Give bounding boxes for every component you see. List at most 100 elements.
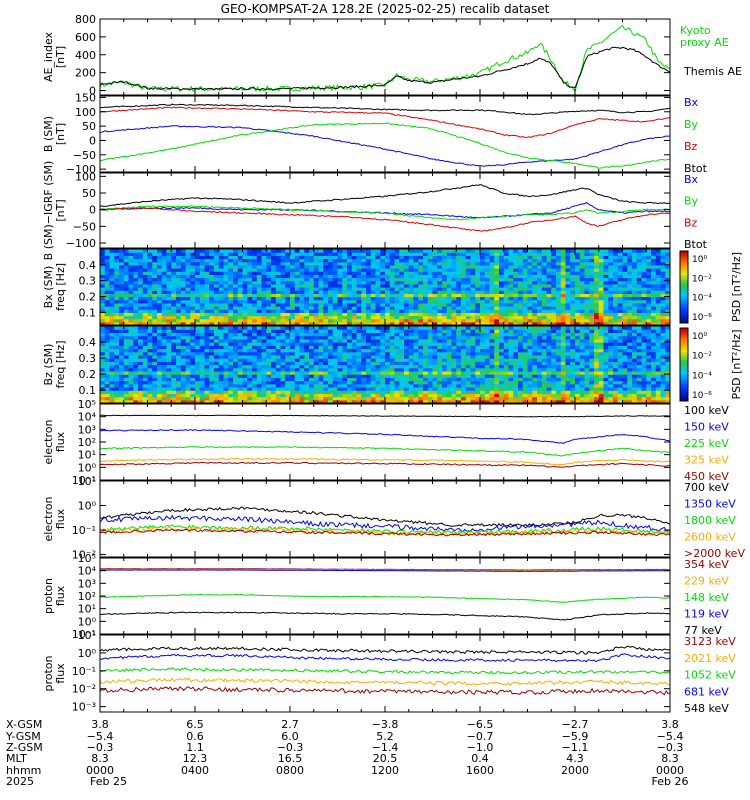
heatmap-cell bbox=[394, 261, 400, 266]
heatmap-cell bbox=[432, 374, 438, 378]
heatmap-cell bbox=[461, 271, 467, 275]
heatmap-cell bbox=[532, 312, 538, 317]
heatmap-cell bbox=[228, 252, 234, 256]
heatmap-cell bbox=[109, 383, 115, 388]
heatmap-cell bbox=[522, 380, 529, 385]
heatmap-cell bbox=[622, 249, 628, 253]
heatmap-cell bbox=[655, 299, 662, 304]
heatmap-cell bbox=[261, 249, 267, 253]
heatmap-cell bbox=[176, 358, 182, 362]
heatmap-cell bbox=[385, 390, 391, 394]
heatmap-cell bbox=[503, 280, 510, 285]
heatmap-cell bbox=[128, 306, 134, 310]
series-line-b-1 bbox=[100, 125, 670, 167]
heatmap-cell bbox=[560, 296, 567, 301]
heatmap-cell bbox=[342, 393, 348, 398]
heatmap-cell bbox=[451, 252, 457, 256]
heatmap-cell bbox=[537, 386, 543, 391]
heatmap-cell bbox=[427, 249, 434, 253]
heatmap-cell bbox=[237, 364, 244, 369]
heatmap-cell bbox=[603, 302, 609, 307]
heatmap-cell bbox=[242, 255, 248, 260]
heatmap-cell bbox=[119, 396, 125, 401]
heatmap-cell bbox=[451, 361, 457, 366]
heatmap-cell bbox=[119, 274, 125, 279]
heatmap-cell bbox=[318, 370, 324, 375]
heatmap-cell bbox=[584, 252, 590, 256]
heatmap-cell bbox=[636, 386, 643, 391]
heatmap-cell bbox=[323, 321, 329, 325]
heatmap-cell bbox=[470, 364, 476, 369]
heatmap-cell bbox=[199, 252, 206, 256]
heatmap-cell bbox=[603, 287, 609, 291]
heatmap-cell bbox=[537, 309, 543, 313]
heatmap-cell bbox=[114, 370, 120, 375]
heatmap-cell bbox=[209, 290, 215, 294]
heatmap-cell bbox=[323, 252, 329, 256]
heatmap-cell bbox=[299, 268, 305, 272]
heatmap-cell bbox=[646, 274, 652, 279]
heatmap-cell bbox=[570, 364, 576, 369]
heatmap-cell bbox=[408, 364, 415, 369]
heatmap-cell bbox=[575, 321, 581, 325]
heatmap-cell bbox=[266, 290, 272, 294]
heatmap-cell bbox=[304, 374, 310, 378]
heatmap-cell bbox=[261, 302, 267, 307]
heatmap-cell bbox=[370, 306, 377, 310]
heatmap-cell bbox=[351, 393, 358, 398]
heatmap-cell bbox=[252, 268, 258, 272]
heatmap-cell bbox=[328, 290, 334, 294]
heatmap-cell bbox=[223, 293, 229, 298]
y-tick-label: 0 bbox=[89, 134, 96, 147]
heatmap-cell bbox=[527, 296, 533, 301]
heatmap-cell bbox=[176, 290, 182, 294]
heatmap-cell bbox=[256, 306, 263, 310]
heatmap-cell bbox=[271, 354, 277, 359]
heatmap-cell bbox=[494, 296, 500, 301]
heatmap-cell bbox=[347, 264, 353, 269]
heatmap-cell bbox=[233, 358, 239, 362]
heatmap-cell bbox=[446, 293, 453, 298]
heatmap-cell bbox=[233, 249, 239, 253]
heatmap-cell bbox=[347, 358, 353, 362]
heatmap-cell bbox=[622, 309, 628, 313]
heatmap-cell bbox=[641, 318, 647, 323]
heatmap-cell bbox=[128, 249, 134, 253]
heatmap-cell bbox=[465, 274, 472, 279]
heatmap-cell bbox=[480, 255, 486, 260]
heatmap-cell bbox=[133, 393, 139, 398]
heatmap-cell bbox=[461, 296, 467, 301]
heatmap-cell bbox=[427, 377, 434, 382]
heatmap-cell bbox=[437, 374, 443, 378]
heatmap-cell bbox=[332, 268, 339, 272]
heatmap-cell bbox=[209, 264, 215, 269]
heatmap-cell bbox=[389, 252, 396, 256]
heatmap-cell bbox=[494, 299, 500, 304]
heatmap-cell bbox=[233, 309, 239, 313]
heatmap-cell bbox=[328, 249, 334, 253]
heatmap-cell bbox=[556, 287, 562, 291]
heatmap-cell bbox=[351, 321, 358, 325]
heatmap-cell bbox=[385, 252, 391, 256]
heatmap-cell bbox=[404, 258, 410, 263]
heatmap-cell bbox=[318, 299, 324, 304]
heatmap-cell bbox=[356, 380, 362, 385]
heatmap-cell bbox=[342, 306, 348, 310]
heatmap-cell bbox=[651, 396, 657, 401]
heatmap-cell bbox=[323, 309, 329, 313]
heatmap-cell bbox=[304, 290, 310, 294]
heatmap-cell bbox=[575, 364, 581, 369]
heatmap-cell bbox=[214, 306, 220, 310]
heatmap-cell bbox=[518, 261, 524, 266]
heatmap-cell bbox=[214, 280, 220, 285]
heatmap-cell bbox=[451, 255, 457, 260]
heatmap-cell bbox=[123, 364, 130, 369]
heatmap-cell bbox=[508, 377, 514, 382]
heatmap-cell bbox=[100, 261, 106, 266]
heatmap-cell bbox=[104, 321, 111, 325]
heatmap-cell bbox=[432, 274, 438, 279]
heatmap-cell bbox=[627, 293, 633, 298]
heatmap-cell bbox=[537, 315, 543, 320]
heatmap-cell bbox=[651, 361, 657, 366]
heatmap-cell bbox=[451, 318, 457, 323]
